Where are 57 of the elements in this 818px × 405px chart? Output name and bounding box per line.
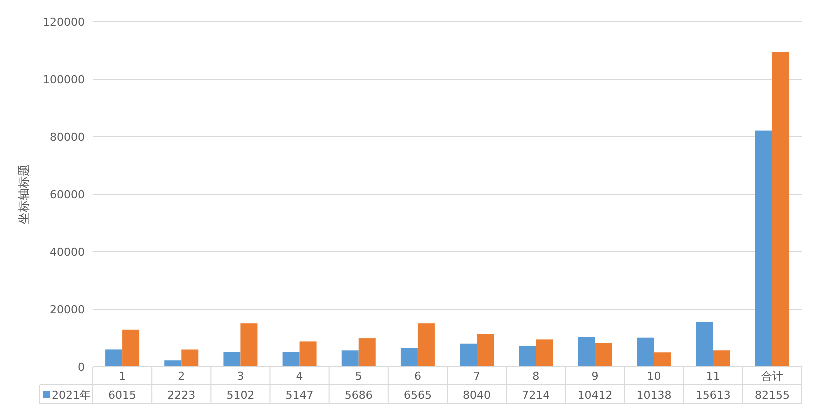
x-tick-label: 2 (178, 370, 186, 383)
data-label: 7214 (522, 389, 550, 402)
bar (713, 350, 730, 367)
bar (282, 352, 300, 367)
bar (772, 52, 790, 367)
bar (578, 337, 596, 367)
bar (595, 343, 612, 367)
y-tick-label: 60000 (50, 188, 85, 202)
x-tick-label: 7 (474, 370, 481, 383)
bar (122, 330, 140, 367)
x-tick-label: 6 (414, 370, 422, 383)
x-tick-label: 4 (296, 370, 304, 383)
legend-label: 2021年 (52, 389, 91, 402)
y-tick-label: 20000 (50, 304, 85, 316)
bar (224, 352, 241, 367)
x-tick-label: 1 (119, 370, 126, 383)
x-tick-label: 9 (592, 370, 599, 383)
bar (637, 338, 654, 367)
x-tick-label: 11 (706, 370, 720, 383)
bar (536, 340, 554, 367)
x-tick-label: 3 (237, 370, 244, 383)
data-label: 82155 (754, 389, 790, 402)
y-axis-title: 坐标轴标题 (17, 164, 31, 224)
bar (418, 324, 435, 367)
y-tick-label: 120000 (43, 16, 85, 29)
data-label: 10412 (578, 389, 613, 402)
bar (106, 350, 123, 367)
x-tick-label: 5 (355, 370, 362, 383)
bar (460, 344, 478, 367)
data-label: 8040 (463, 389, 492, 402)
y-tick-label: 40000 (50, 246, 85, 259)
y-tick-label: 0 (78, 361, 85, 374)
bar (400, 348, 418, 367)
y-tick-label: 80000 (50, 131, 85, 144)
data-label: 5147 (286, 389, 314, 402)
bar (519, 346, 536, 367)
bar (164, 360, 182, 367)
bar (240, 324, 258, 367)
bar (358, 338, 376, 367)
x-tick-label: 8 (532, 370, 540, 383)
data-label: 2223 (168, 389, 196, 402)
data-label: 10138 (636, 389, 672, 402)
bar (755, 130, 772, 367)
data-label: 6565 (404, 389, 432, 402)
bar (696, 322, 714, 367)
y-tick-label: 100000 (43, 74, 85, 86)
bar (477, 334, 494, 367)
bar (654, 352, 672, 367)
x-tick-label: 合计 (761, 370, 784, 383)
data-label: 5102 (226, 389, 255, 402)
bar (342, 350, 359, 367)
bar (182, 350, 199, 367)
data-label: 5686 (344, 389, 373, 402)
bar (300, 342, 317, 367)
data-label: 15613 (696, 389, 731, 402)
x-tick-label: 10 (647, 370, 662, 383)
data-label: 6015 (108, 389, 137, 402)
